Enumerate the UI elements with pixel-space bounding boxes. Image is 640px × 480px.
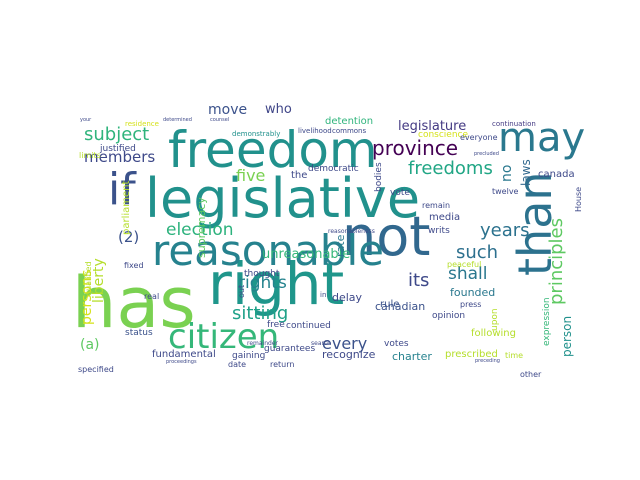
cloud-word: conscience	[418, 130, 469, 140]
cloud-word: gaining	[232, 351, 266, 361]
cloud-word: has	[72, 262, 196, 344]
cloud-word: freedom	[168, 121, 378, 179]
cloud-word: limits	[79, 151, 101, 160]
cloud-word: reasonable	[152, 226, 385, 275]
cloud-word: election	[166, 220, 234, 240]
cloud-word: status	[125, 328, 153, 338]
cloud-word: rule	[380, 299, 400, 310]
cloud-word: legislature	[398, 119, 467, 134]
cloud-word: province	[372, 136, 459, 160]
cloud-word: commons	[332, 127, 367, 135]
cloud-word: specified	[78, 365, 114, 374]
cloud-word: twelve	[492, 187, 519, 196]
cloud-word: following	[471, 328, 516, 339]
cloud-word: fixed	[124, 261, 144, 270]
cloud-word: canadian	[375, 300, 426, 313]
cloud-word: continuation	[492, 120, 536, 128]
cloud-word: parliament	[121, 180, 132, 235]
cloud-word: residence	[125, 120, 159, 128]
cloud-word: livelihood	[298, 127, 332, 135]
cloud-word: vote	[390, 188, 410, 198]
cloud-word: liberty	[91, 258, 107, 303]
cloud-word: votes	[384, 339, 409, 349]
cloud-word: rate	[334, 234, 347, 257]
cloud-word: qualified	[84, 261, 93, 296]
cloud-word: demonstrably	[232, 130, 281, 138]
cloud-word: search	[311, 340, 331, 347]
cloud-word: detention	[325, 116, 374, 127]
cloud-word: charter	[392, 350, 432, 363]
cloud-word: everyone	[460, 133, 498, 142]
cloud-word: rights	[238, 273, 287, 293]
cloud-word: its	[408, 270, 430, 291]
cloud-word: return	[270, 360, 295, 369]
cloud-word: House	[574, 186, 583, 212]
cloud-word: unreasonable	[262, 247, 351, 262]
cloud-word: sitting	[232, 303, 289, 324]
cloud-word: person	[560, 315, 574, 357]
cloud-word: democratic	[308, 164, 359, 174]
cloud-word: fundamental	[152, 349, 216, 360]
cloud-word: counsel	[210, 117, 230, 123]
cloud-word: shall	[448, 264, 488, 284]
cloud-word: legislative	[145, 167, 421, 230]
cloud-word: years	[480, 220, 530, 241]
cloud-word: the	[291, 170, 308, 181]
cloud-word: who	[265, 102, 292, 117]
cloud-word: time	[505, 351, 524, 360]
cloud-word: in	[320, 291, 327, 299]
cloud-word: remainder	[247, 340, 278, 347]
cloud-word: opinion	[432, 311, 466, 321]
cloud-word: recognize	[322, 348, 376, 361]
cloud-word: remain	[422, 201, 451, 210]
cloud-word: right	[208, 250, 345, 318]
cloud-word: determined	[163, 117, 192, 123]
cloud-word: out	[237, 284, 246, 298]
cloud-word: laws	[519, 159, 533, 186]
cloud-word: canada	[538, 169, 575, 180]
cloud-word: delay	[332, 291, 363, 304]
cloud-word: may	[498, 115, 586, 161]
cloud-word: media	[429, 212, 461, 223]
cloud-word: proceedings	[166, 359, 197, 365]
cloud-word: guarantees	[264, 344, 316, 354]
cloud-word: move	[208, 102, 248, 118]
cloud-word: continued	[286, 321, 331, 331]
cloud-word: (2)	[118, 228, 140, 246]
cloud-word: press	[460, 300, 482, 309]
cloud-word: every	[322, 334, 368, 353]
cloud-word: writs	[428, 226, 450, 236]
cloud-word: citizen	[168, 317, 280, 357]
cloud-word: prescribed	[445, 349, 498, 360]
cloud-word: your	[80, 117, 92, 123]
cloud-word: (a)	[80, 337, 100, 353]
cloud-word: members	[84, 148, 156, 166]
cloud-word: justified	[100, 144, 136, 154]
cloud-word: peaceful	[447, 260, 482, 269]
cloud-word: reasonableness	[328, 228, 375, 235]
cloud-word: subject	[84, 124, 150, 145]
cloud-word: five	[236, 166, 266, 185]
cloud-word: no	[499, 164, 515, 182]
cloud-word: bodies	[374, 162, 384, 192]
cloud-word: preceding	[475, 358, 500, 364]
cloud-word: other	[520, 370, 542, 379]
cloud-word: expression	[542, 297, 552, 346]
cloud-word: real	[144, 292, 160, 301]
cloud-word: if	[108, 164, 136, 215]
cloud-word: upon	[490, 308, 500, 331]
cloud-word: date	[228, 360, 247, 369]
cloud-word: principles	[546, 217, 567, 305]
cloud-word: thought	[244, 269, 280, 279]
cloud-word: such	[456, 242, 499, 263]
cloud-word: freedoms	[408, 158, 493, 179]
cloud-word: supremacy	[195, 197, 208, 258]
cloud-word: not	[342, 205, 431, 268]
cloud-word: founded	[450, 286, 496, 299]
cloud-word: free	[267, 320, 285, 330]
cloud-word: precluded	[474, 151, 499, 157]
